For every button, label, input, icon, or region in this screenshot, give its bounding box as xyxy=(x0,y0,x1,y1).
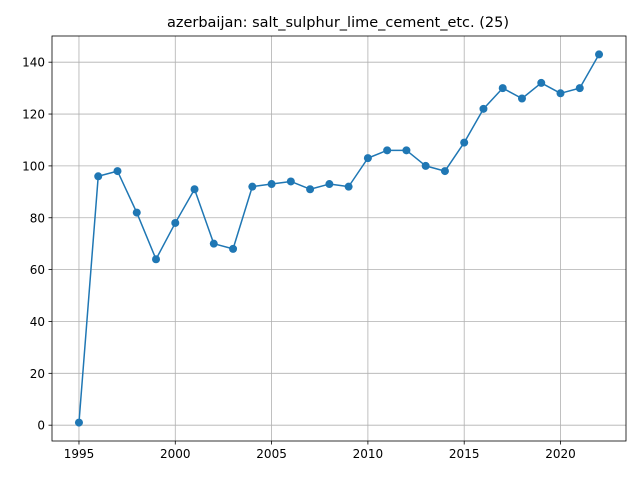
data-point xyxy=(498,84,507,93)
data-point xyxy=(517,94,526,103)
y-tick-label: 100 xyxy=(22,159,45,173)
data-point xyxy=(171,218,180,227)
data-point xyxy=(440,167,449,176)
data-point xyxy=(363,154,372,163)
data-point xyxy=(325,180,334,189)
data-point xyxy=(74,418,83,427)
data-point xyxy=(190,185,199,194)
x-tick-label: 2000 xyxy=(160,447,191,461)
series-line xyxy=(78,54,600,423)
y-tick-label: 60 xyxy=(30,263,45,277)
chart-title: azerbaijan: salt_sulphur_lime_cement_etc… xyxy=(167,15,509,31)
series-layer xyxy=(74,50,604,427)
data-point xyxy=(479,104,488,113)
data-point xyxy=(132,208,141,217)
plot-frame xyxy=(51,35,627,442)
data-point xyxy=(595,50,604,59)
data-point xyxy=(209,239,218,248)
data-point xyxy=(344,182,353,191)
data-point xyxy=(152,255,161,264)
y-tick-label: 120 xyxy=(22,108,45,122)
y-tick-label: 40 xyxy=(30,315,45,329)
y-tick-label: 20 xyxy=(30,367,45,381)
data-point xyxy=(267,180,276,189)
y-tick-label: 80 xyxy=(30,211,45,225)
data-point xyxy=(113,167,122,176)
x-tick-label: 2010 xyxy=(353,447,384,461)
x-tick-label: 1995 xyxy=(64,447,95,461)
x-tick-label: 2005 xyxy=(256,447,287,461)
data-point xyxy=(402,146,411,155)
data-point xyxy=(248,182,257,191)
data-point xyxy=(460,138,469,147)
axes: 1995 2000 2005 2010 2015 2020 0 20 40 60 80 100 120 1… xyxy=(22,35,627,461)
data-point xyxy=(229,244,238,253)
data-point xyxy=(421,161,430,170)
data-point xyxy=(306,185,315,194)
y-tick-label: 0 xyxy=(37,419,45,433)
grid xyxy=(52,36,626,441)
data-point xyxy=(286,177,295,186)
data-point xyxy=(383,146,392,155)
data-point xyxy=(94,172,103,181)
y-tick-label: 140 xyxy=(22,56,45,70)
x-tick-label: 2015 xyxy=(449,447,480,461)
data-point xyxy=(556,89,565,98)
data-point xyxy=(537,78,546,87)
x-tick-label: 2020 xyxy=(545,447,576,461)
data-point xyxy=(575,84,584,93)
